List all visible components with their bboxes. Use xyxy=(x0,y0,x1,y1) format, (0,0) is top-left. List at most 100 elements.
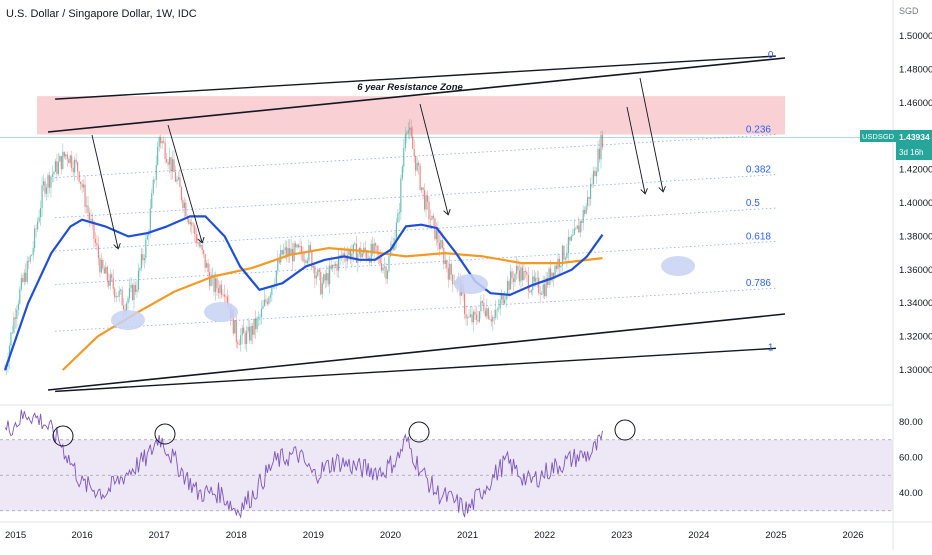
candle xyxy=(323,274,325,284)
candle xyxy=(533,276,535,282)
candle xyxy=(157,146,159,165)
candle xyxy=(152,179,154,194)
y-tick-label: 1.40000 xyxy=(899,198,932,209)
price-tag-countdown: 3d 16h xyxy=(899,148,923,157)
candle xyxy=(191,222,193,226)
candle xyxy=(486,308,488,317)
candle xyxy=(297,244,300,248)
candle xyxy=(551,272,553,281)
candle xyxy=(299,246,301,248)
y-tick-label: 1.30000 xyxy=(899,365,932,376)
y-tick-label: 1.32000 xyxy=(899,332,932,343)
trend-arrow xyxy=(626,106,645,193)
candle xyxy=(360,247,362,258)
trend-arrow xyxy=(419,103,448,214)
fib-line-0-382 xyxy=(55,174,776,219)
candle xyxy=(37,221,39,230)
candle xyxy=(357,253,359,263)
rsi-peak-circle xyxy=(154,423,176,445)
candle xyxy=(4,370,6,371)
candle xyxy=(68,159,70,164)
candle xyxy=(131,284,134,300)
candle xyxy=(590,183,592,199)
candle xyxy=(535,277,537,282)
channel-lower xyxy=(47,313,786,391)
candle xyxy=(538,277,540,293)
candle xyxy=(263,299,266,306)
candle xyxy=(149,208,151,234)
candle xyxy=(530,290,532,293)
candle xyxy=(48,175,51,188)
candle xyxy=(280,250,282,263)
candle xyxy=(17,303,19,310)
candle xyxy=(38,217,40,222)
candle xyxy=(515,266,518,274)
candle xyxy=(271,287,273,295)
candle xyxy=(99,258,101,273)
candle xyxy=(20,278,22,290)
candle xyxy=(410,127,412,137)
candle xyxy=(549,268,552,281)
candle xyxy=(370,243,372,263)
candle xyxy=(29,255,31,262)
candle xyxy=(57,161,59,174)
fib-label-1: 1 xyxy=(768,342,774,353)
candle xyxy=(217,288,220,294)
candle xyxy=(74,159,76,173)
candle xyxy=(42,181,45,186)
candle xyxy=(206,263,208,268)
candle xyxy=(11,332,14,334)
candle xyxy=(490,319,492,322)
candle xyxy=(123,305,125,310)
candle xyxy=(238,344,240,345)
candle xyxy=(294,243,297,248)
candle xyxy=(601,134,604,148)
candle xyxy=(354,243,356,245)
candle xyxy=(386,270,389,279)
candle xyxy=(566,253,568,258)
candle xyxy=(478,311,481,322)
candle xyxy=(222,294,224,296)
candle xyxy=(305,260,307,264)
candle xyxy=(266,301,269,304)
candle xyxy=(19,289,21,304)
candle xyxy=(158,136,160,147)
candle xyxy=(241,327,243,336)
candle xyxy=(554,265,556,278)
candle xyxy=(569,236,571,241)
candle xyxy=(300,246,303,254)
candle xyxy=(151,193,153,209)
candle xyxy=(69,155,71,164)
candle xyxy=(324,274,326,281)
fib-line-1 xyxy=(55,347,776,393)
candle xyxy=(450,263,452,275)
candle xyxy=(277,259,279,271)
candle xyxy=(35,228,37,230)
candle xyxy=(438,242,440,249)
candle xyxy=(409,127,411,131)
candle xyxy=(429,219,432,220)
candle xyxy=(31,255,33,256)
candle xyxy=(591,183,593,185)
candle xyxy=(117,296,119,297)
candle xyxy=(469,314,472,317)
candle xyxy=(401,166,403,179)
candle xyxy=(243,327,245,334)
rsi-peak-circle xyxy=(408,421,430,443)
candle xyxy=(128,288,131,299)
trend-arrow xyxy=(91,134,118,248)
candle xyxy=(94,238,97,244)
candle xyxy=(541,294,543,295)
candle xyxy=(584,210,586,214)
candle xyxy=(220,284,223,295)
candle xyxy=(452,274,454,285)
candle xyxy=(213,275,215,292)
candle xyxy=(165,159,168,163)
candle xyxy=(520,267,522,282)
candle xyxy=(284,247,286,251)
candle xyxy=(564,257,567,260)
candle xyxy=(50,176,52,188)
candle xyxy=(41,185,43,209)
candle xyxy=(518,270,521,282)
candle xyxy=(171,159,174,172)
